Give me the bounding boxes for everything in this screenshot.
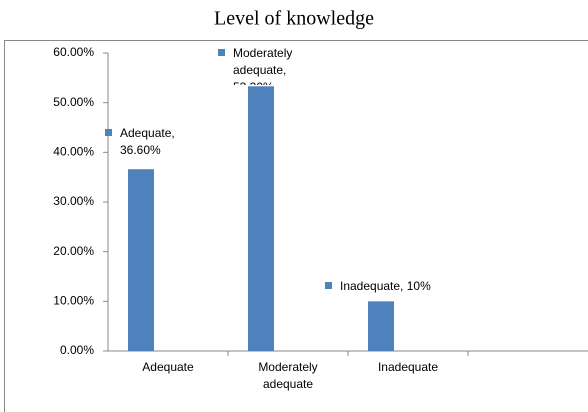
bar bbox=[248, 86, 274, 351]
y-tick-label: 0.00% bbox=[60, 343, 94, 357]
data-label-box: Moderately adequate, 53.30% bbox=[218, 46, 293, 85]
x-tick-label: Adequate bbox=[142, 360, 194, 374]
x-tick-label-box: Inadequate bbox=[377, 360, 439, 374]
x-tick-label-box: Moderately adequate bbox=[258, 360, 318, 391]
data-label-box: Inadequate, 10% bbox=[325, 279, 431, 293]
x-tick-label: Inadequate bbox=[377, 360, 439, 374]
data-label: Moderately adequate, 53.30% bbox=[233, 46, 293, 85]
x-tick-label: Moderately adequate bbox=[258, 360, 318, 391]
y-tick-label: 10.00% bbox=[53, 294, 94, 308]
data-label: Adequate, 36.60% bbox=[120, 126, 175, 157]
y-tick-label: 60.00% bbox=[53, 45, 94, 59]
data-label-key bbox=[325, 282, 332, 289]
y-tick-label: 30.00% bbox=[53, 194, 94, 208]
data-label-key bbox=[218, 49, 225, 56]
y-tick-label: 20.00% bbox=[53, 244, 94, 258]
bar bbox=[128, 169, 154, 351]
x-tick-label-box: Adequate bbox=[142, 360, 194, 374]
data-label-box: Adequate, 36.60% bbox=[105, 126, 175, 157]
data-label-key bbox=[105, 129, 112, 136]
y-tick-label: 50.00% bbox=[53, 95, 94, 109]
chart-frame bbox=[4, 40, 588, 412]
y-tick-label: 40.00% bbox=[53, 145, 94, 159]
chart-title: Level of knowledge bbox=[214, 8, 374, 30]
data-label: Inadequate, 10% bbox=[340, 279, 431, 293]
bar bbox=[368, 301, 394, 351]
